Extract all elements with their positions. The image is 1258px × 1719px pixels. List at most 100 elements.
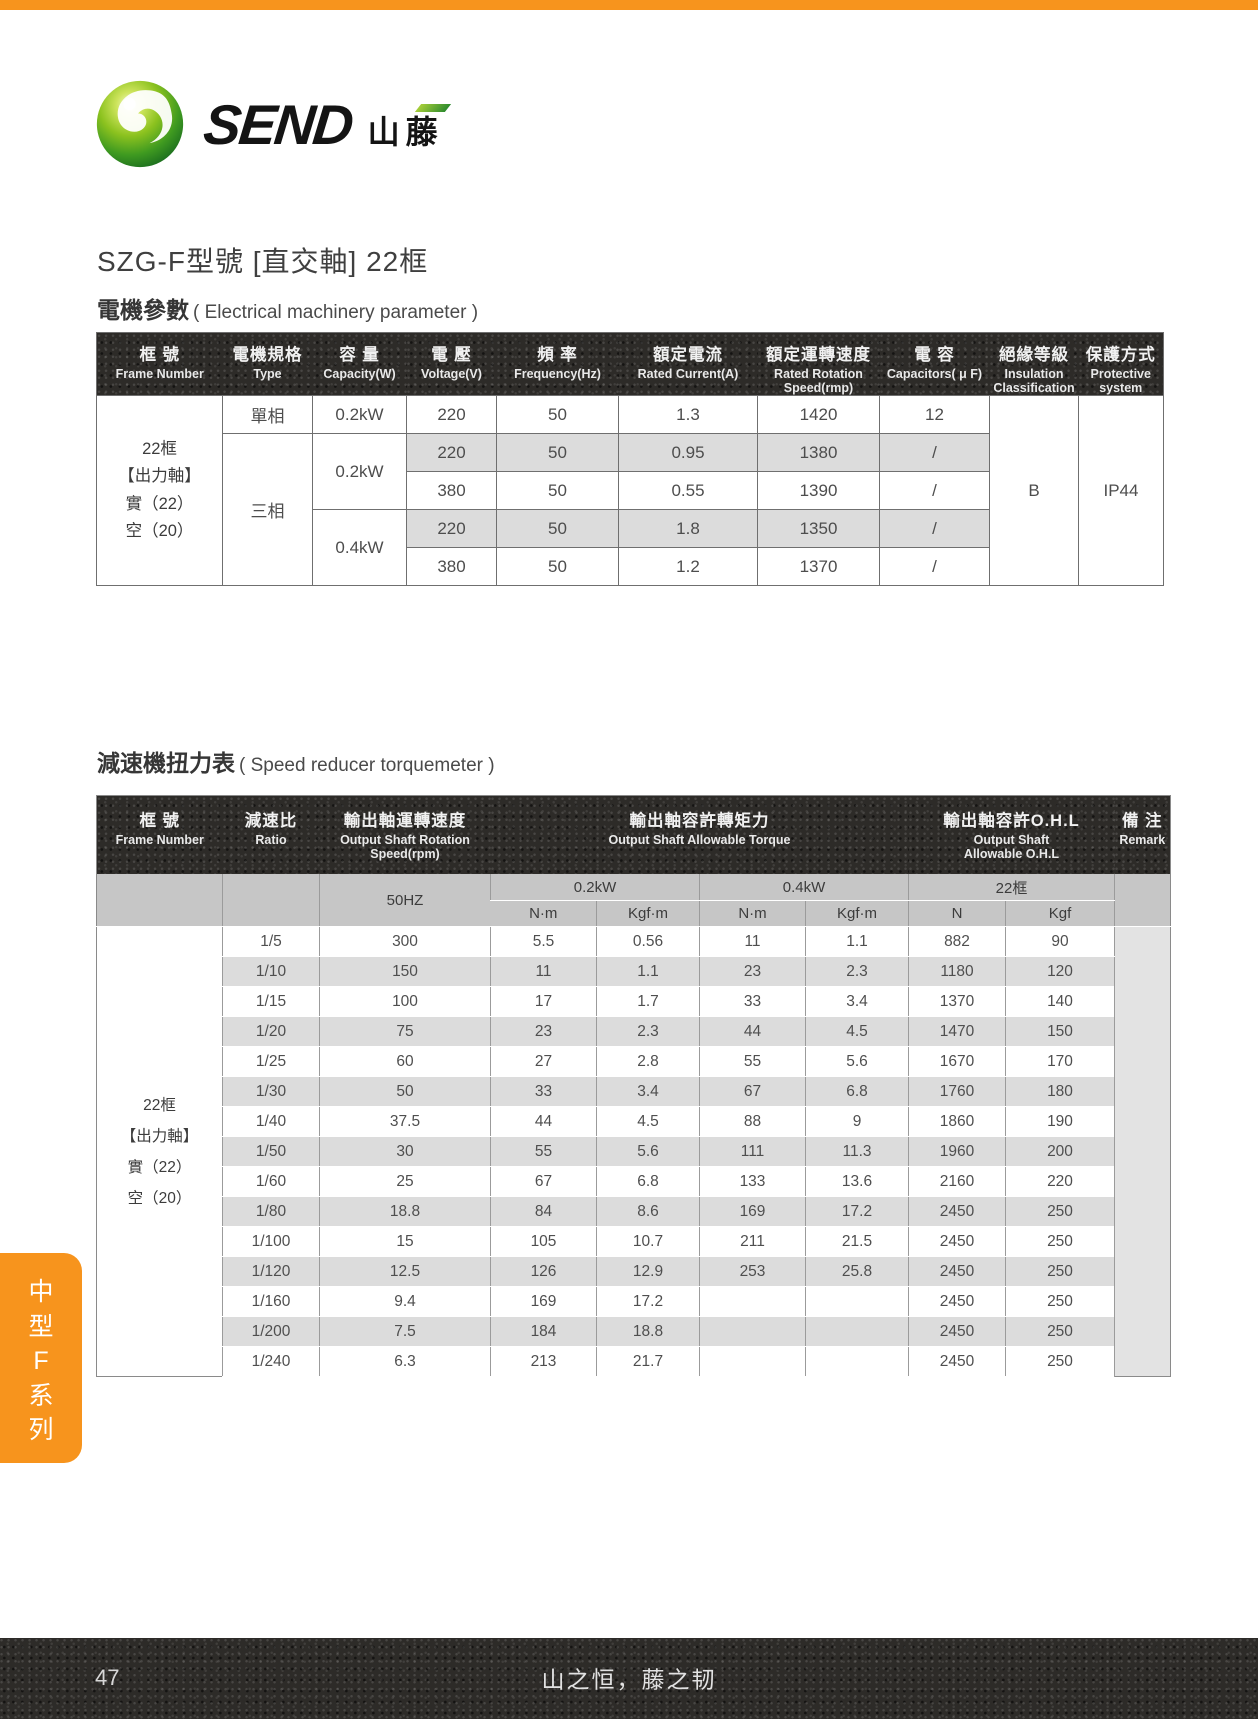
- value-cell: 2450: [908, 1316, 1006, 1347]
- subheader-hz-cell: 50HZ: [319, 874, 491, 927]
- capacity-cell: 0.4kW: [312, 509, 407, 586]
- unit-cell: Kgf: [1005, 900, 1115, 927]
- value-cell: 150: [319, 956, 491, 987]
- subheader-kw02-cell: 0.2kW: [490, 874, 700, 901]
- value-cell: 140: [1005, 986, 1115, 1017]
- value-cell: 2450: [908, 1256, 1006, 1287]
- header-capacity: 容 量 Capacity(W): [312, 333, 407, 396]
- torque-row: 1/25 60 27 2.8 55 5.6 1670 170: [97, 1046, 1171, 1077]
- ratio-cell: 1/200: [222, 1316, 320, 1347]
- value-cell: 12: [879, 395, 990, 434]
- ratio-cell: 1/240: [222, 1346, 320, 1377]
- value-cell: 882: [908, 926, 1006, 957]
- value-cell: 250: [1005, 1286, 1115, 1317]
- side-tab-char: 列: [28, 1416, 54, 1444]
- unit-cell: Kgf·m: [805, 900, 909, 927]
- value-cell: /: [879, 433, 990, 472]
- header-frame-number: 框 號 Frame Number: [96, 796, 223, 874]
- ratio-cell: 1/10: [222, 956, 320, 987]
- value-cell: 1.3: [618, 395, 758, 434]
- value-cell: 126: [490, 1256, 597, 1287]
- value-cell: 37.5: [319, 1106, 491, 1137]
- value-cell: 50: [496, 433, 619, 472]
- ratio-cell: 1/60: [222, 1166, 320, 1197]
- value-cell: 13.6: [805, 1166, 909, 1197]
- torque-row: 1/200 7.5 184 18.8 2450 250: [97, 1316, 1171, 1347]
- motor-row: 三相 0.2kW 220 50 0.95 1380 /: [97, 433, 1164, 586]
- unit-cell: N·m: [490, 900, 597, 927]
- capacity-cell: 0.2kW: [312, 433, 407, 510]
- value-cell: 220: [406, 395, 497, 434]
- torque-row: 1/60 25 67 6.8 133 13.6 2160 220: [97, 1166, 1171, 1197]
- value-cell: [805, 1316, 909, 1347]
- value-cell: 50: [496, 471, 619, 510]
- page-number: 47: [95, 1664, 120, 1690]
- header-insulation: 絕緣等級 Insulation Classification: [989, 333, 1079, 396]
- value-cell: 213: [490, 1346, 597, 1377]
- value-cell: 220: [406, 433, 497, 472]
- value-cell: 23: [699, 956, 806, 987]
- value-cell: 18.8: [319, 1196, 491, 1227]
- value-cell: 1.8: [618, 509, 758, 548]
- unit-cell: N·m: [699, 900, 806, 927]
- value-cell: 380: [406, 547, 497, 586]
- type-cell: 三相: [222, 433, 313, 586]
- value-cell: 67: [699, 1076, 806, 1107]
- motor-header-row: 框 號 Frame Number 電機規格 Type 容 量 Capacity(W) …: [96, 333, 1164, 396]
- value-cell: 111: [699, 1136, 806, 1167]
- value-cell: 4.5: [805, 1016, 909, 1047]
- ratio-cell: 1/120: [222, 1256, 320, 1287]
- unit-cell: N: [908, 900, 1006, 927]
- value-cell: 2160: [908, 1166, 1006, 1197]
- value-cell: 100: [319, 986, 491, 1017]
- value-cell: 200: [1005, 1136, 1115, 1167]
- value-cell: 10.7: [596, 1226, 700, 1257]
- value-cell: 1760: [908, 1076, 1006, 1107]
- motor-row: 380 50 1.2 1370 /: [97, 547, 1164, 586]
- value-cell: 1.2: [618, 547, 758, 586]
- value-cell: 220: [406, 509, 497, 548]
- torque-row: 1/15 100 17 1.7 33 3.4 1370 140: [97, 986, 1171, 1017]
- value-cell: 250: [1005, 1196, 1115, 1227]
- value-cell: 1.7: [596, 986, 700, 1017]
- value-cell: 250: [1005, 1226, 1115, 1257]
- value-cell: [699, 1316, 806, 1347]
- side-tab-char: 中: [28, 1278, 54, 1306]
- header-allowable-ohl: 輸出軸容許O.H.L Output Shaft Allowable O.H.L: [908, 796, 1115, 874]
- remark-cell: [1114, 926, 1171, 1377]
- torque-row: 1/50 30 55 5.6 111 11.3 1960 200: [97, 1136, 1171, 1167]
- value-cell: 133: [699, 1166, 806, 1197]
- value-cell: 50: [496, 395, 619, 434]
- page-title: SZG-F型號 [直交軸] 22框: [97, 246, 429, 277]
- value-cell: 105: [490, 1226, 597, 1257]
- header-remark: 備 注 Remark: [1114, 796, 1171, 874]
- torque-row: 1/120 12.5 126 12.9 253 25.8 2450 250: [97, 1256, 1171, 1287]
- section-heading-motor: 電機參數 ( Electrical machinery parameter ): [97, 291, 478, 325]
- header-output-speed: 輸出軸運轉速度 Output Shaft Rotation Speed(rpm): [319, 796, 491, 874]
- value-cell: 44: [699, 1016, 806, 1047]
- torque-row: 1/240 6.3 213 21.7 2450 250: [97, 1346, 1171, 1377]
- torque-row: 1/30 50 33 3.4 67 6.8 1760 180: [97, 1076, 1171, 1107]
- value-cell: 169: [699, 1196, 806, 1227]
- protection-cell: IP44: [1078, 395, 1164, 586]
- value-cell: 0.55: [618, 471, 758, 510]
- section-heading-cn: 減速機扭力表: [97, 750, 235, 776]
- value-cell: 250: [1005, 1256, 1115, 1287]
- value-cell: 9: [805, 1106, 909, 1137]
- torque-row: 22框 【出力軸】 實（22） 空（20） 1/5 300 5.5 0.56 11 1.1 882 9…: [96, 926, 1171, 1377]
- value-cell: 11: [699, 926, 806, 957]
- value-cell: /: [879, 509, 990, 548]
- value-cell: 25.8: [805, 1256, 909, 1287]
- value-cell: 27: [490, 1046, 597, 1077]
- header-allowable-torque: 輸出軸容許轉矩力 Output Shaft Allowable Torque: [490, 796, 909, 874]
- value-cell: 18.8: [596, 1316, 700, 1347]
- value-cell: 2450: [908, 1196, 1006, 1227]
- torque-table-body: 22框 【出力軸】 實（22） 空（20） 1/5 300 5.5 0.56 11 1.1 882 9…: [96, 926, 1171, 1377]
- subheader-frame22-cell: 22框: [908, 874, 1115, 901]
- torque-row: 1/80 18.8 84 8.6 169 17.2 2450 250: [97, 1196, 1171, 1227]
- value-cell: 50: [319, 1076, 491, 1107]
- header-ratio: 減速比 Ratio: [222, 796, 320, 874]
- ratio-cell: 1/160: [222, 1286, 320, 1317]
- value-cell: 1370: [908, 986, 1006, 1017]
- ratio-cell: 1/15: [222, 986, 320, 1017]
